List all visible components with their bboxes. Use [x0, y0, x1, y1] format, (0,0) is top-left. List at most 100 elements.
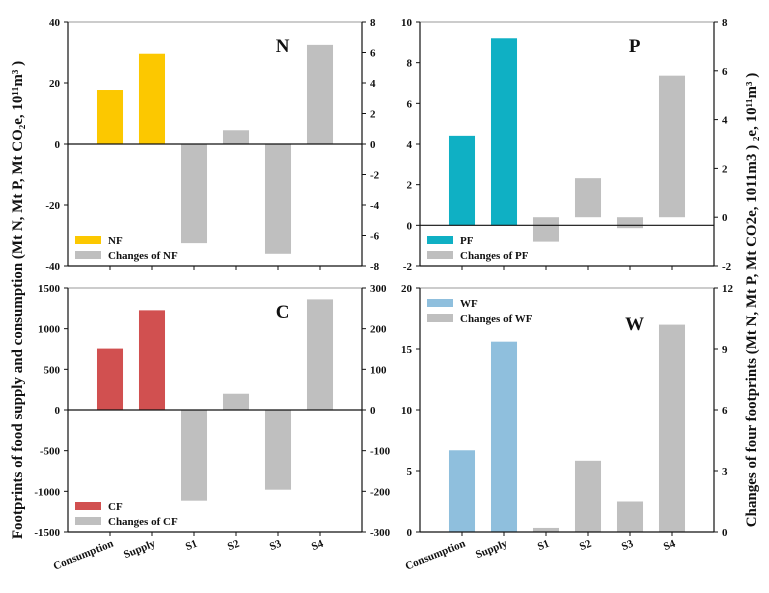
left-tick-label: 15 [401, 344, 413, 356]
right-tick-label: 4 [370, 78, 376, 90]
legend-swatch [75, 502, 101, 510]
legend-swatch [75, 251, 101, 259]
bar-c-s1 [180, 410, 208, 501]
bar-w-s3 [616, 501, 644, 532]
legend-label: Changes of WF [460, 313, 533, 325]
right-tick-label: 2 [722, 163, 728, 175]
panel-letter: N [276, 36, 290, 57]
right-tick-label: -8 [370, 261, 380, 273]
legend-label: PF [460, 235, 474, 247]
right-tick-label: -2 [370, 170, 380, 182]
left-tick-label: 0 [407, 220, 413, 232]
bar-p-s2 [574, 178, 602, 218]
bar-n-supply [138, 53, 166, 144]
category-label: S2 [226, 537, 242, 553]
left-tick-label: -1000 [34, 486, 60, 498]
legend-swatch [75, 236, 101, 244]
category-label: Consumption [404, 538, 467, 573]
legend-swatch [75, 517, 101, 525]
category-label: S3 [268, 537, 284, 553]
left-tick-label: 4 [407, 139, 413, 151]
right-tick-label: 0 [370, 139, 376, 151]
left-tick-label: 8 [407, 58, 413, 70]
category-label: S3 [620, 537, 636, 553]
right-tick-label: 300 [370, 283, 387, 295]
right-axis-title-group: Changes of four footprints (Mt N, Mt P, … [744, 73, 760, 528]
legend-swatch [427, 251, 453, 259]
left-tick-label: -500 [40, 446, 61, 458]
category-label: Supply [122, 537, 158, 561]
bar-w-consumption [448, 450, 476, 532]
bar-c-consumption [96, 348, 124, 410]
left-tick-label: -2 [403, 261, 413, 273]
right-tick-label: -6 [370, 231, 380, 243]
panel-C: -1500-1000-500050010001500-300-200-10001… [34, 283, 390, 573]
legend-swatch [427, 236, 453, 244]
right-tick-label: 200 [370, 324, 387, 336]
left-tick-label: 5 [407, 466, 413, 478]
left-tick-label: 6 [407, 98, 413, 110]
legend: CF Changes of CF [75, 501, 178, 528]
left-tick-label: 0 [407, 527, 413, 539]
panel-letter: P [629, 36, 641, 57]
left-tick-label: 10 [401, 405, 413, 417]
right-tick-label: 0 [370, 405, 376, 417]
bar-p-s3 [616, 217, 644, 229]
bar-w-s4 [658, 324, 686, 532]
category-label: Supply [474, 537, 510, 561]
right-tick-label: -100 [370, 446, 391, 458]
right-tick-label: 100 [370, 364, 387, 376]
panel-P: -2 0 2 4 6 8 10 -2 0 2 4 6 8 P PF Changes of PF [401, 17, 732, 273]
right-tick-label: 4 [722, 115, 728, 127]
left-tick-label: 1000 [38, 324, 61, 336]
right-tick-label: 9 [722, 344, 728, 356]
right-tick-label: -200 [370, 486, 391, 498]
category-label: S4 [662, 537, 678, 553]
bar-c-s3 [264, 410, 292, 490]
right-tick-label: 8 [722, 17, 728, 29]
panel-W: 0 5 10 15 20 0 3 6 9 12 Consumption Supply S1 S2 S3 S4 W… [401, 283, 734, 573]
bar-w-s1 [532, 527, 560, 532]
category-label: S1 [536, 538, 551, 553]
legend-label: NF [108, 235, 123, 247]
legend: PF Changes of PF [427, 235, 529, 262]
left-axis-title: Footprints of food supply and consumptio… [10, 61, 26, 539]
category-label: S1 [184, 538, 199, 553]
left-tick-label: 20 [49, 78, 61, 90]
right-tick-label: 8 [370, 17, 376, 29]
right-tick-label: -300 [370, 527, 391, 539]
right-tick-label: 0 [722, 212, 728, 224]
legend: NF Changes of NF [75, 235, 178, 262]
right-tick-label: 6 [370, 48, 376, 60]
bar-w-s2 [574, 460, 602, 532]
left-tick-label: 10 [401, 17, 413, 29]
right-tick-label: 6 [722, 66, 728, 78]
right-tick-label: -4 [370, 200, 380, 212]
left-tick-label: -1500 [34, 527, 60, 539]
left-axis-title-group: Footprints of food supply and consumptio… [10, 61, 26, 539]
left-tick-label: 1500 [38, 283, 61, 295]
left-tick-label: 40 [49, 17, 61, 29]
left-tick-label: -20 [45, 200, 60, 212]
bar-n-s4 [306, 44, 334, 144]
bar-w-supply [490, 341, 518, 532]
bar-p-consumption [448, 135, 476, 226]
left-tick-label: 20 [401, 283, 413, 295]
panel-letter: W [625, 314, 644, 335]
right-tick-label: 0 [722, 527, 728, 539]
legend-label: Changes of CF [108, 516, 178, 528]
bar-p-s1 [532, 217, 560, 242]
bar-c-s4 [306, 299, 334, 410]
right-tick-label: -2 [722, 261, 732, 273]
bar-n-s3 [264, 144, 292, 254]
category-label: S4 [310, 537, 326, 553]
bar-p-s4 [658, 75, 686, 218]
legend-swatch [427, 314, 453, 322]
legend: WF Changes of WF [427, 298, 533, 325]
right-tick-label: 2 [370, 109, 376, 121]
legend-label: Changes of NF [108, 250, 178, 262]
bar-n-s2 [222, 130, 250, 144]
right-tick-label: 3 [722, 466, 728, 478]
